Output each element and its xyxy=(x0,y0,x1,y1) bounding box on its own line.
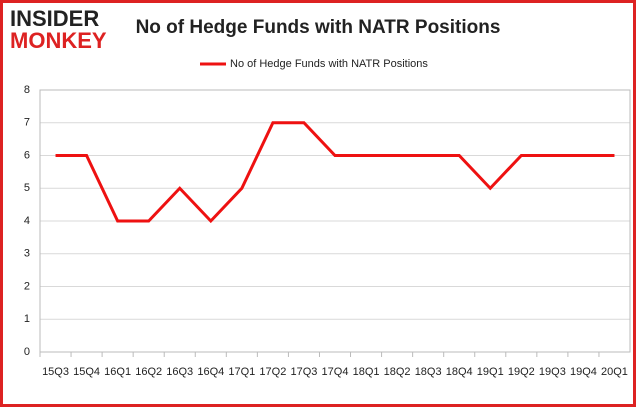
x-tick-label: 15Q4 xyxy=(73,366,100,378)
x-tick-label: 16Q3 xyxy=(166,366,193,378)
y-tick-label: 8 xyxy=(24,84,30,96)
x-tick-label: 17Q3 xyxy=(290,366,317,378)
x-tick-label: 18Q3 xyxy=(415,366,442,378)
x-tick-label: 18Q1 xyxy=(353,366,380,378)
x-tick-label: 15Q3 xyxy=(42,366,69,378)
y-tick-label: 3 xyxy=(24,248,30,260)
logo-line1: INSIDER xyxy=(10,6,99,31)
y-tick-label: 0 xyxy=(24,346,30,358)
y-tick-label: 2 xyxy=(24,280,30,292)
x-tick-label: 20Q1 xyxy=(601,366,628,378)
x-tick-label: 16Q1 xyxy=(104,366,131,378)
x-tick-label: 19Q1 xyxy=(477,366,504,378)
y-tick-label: 5 xyxy=(24,182,30,194)
chart-title: No of Hedge Funds with NATR Positions xyxy=(136,17,501,38)
y-tick-label: 6 xyxy=(24,149,30,161)
x-tick-label: 19Q2 xyxy=(508,366,535,378)
x-tick-label: 16Q4 xyxy=(197,366,224,378)
x-tick-label: 17Q1 xyxy=(228,366,255,378)
x-tick-label: 18Q4 xyxy=(446,366,473,378)
x-tick-label: 17Q2 xyxy=(259,366,286,378)
x-tick-label: 17Q4 xyxy=(322,366,349,378)
plot-border xyxy=(39,89,631,353)
legend-label: No of Hedge Funds with NATR Positions xyxy=(230,58,428,70)
y-tick-label: 7 xyxy=(24,117,30,129)
x-tick-label: 19Q3 xyxy=(539,366,566,378)
data-line xyxy=(55,121,615,224)
y-tick-label: 4 xyxy=(24,215,30,227)
y-tick-label: 1 xyxy=(24,313,30,325)
x-tick-label: 18Q2 xyxy=(384,366,411,378)
logo-line2: MONKEY xyxy=(10,28,107,53)
x-tick-label: 16Q2 xyxy=(135,366,162,378)
x-tick-label: 19Q4 xyxy=(570,366,597,378)
